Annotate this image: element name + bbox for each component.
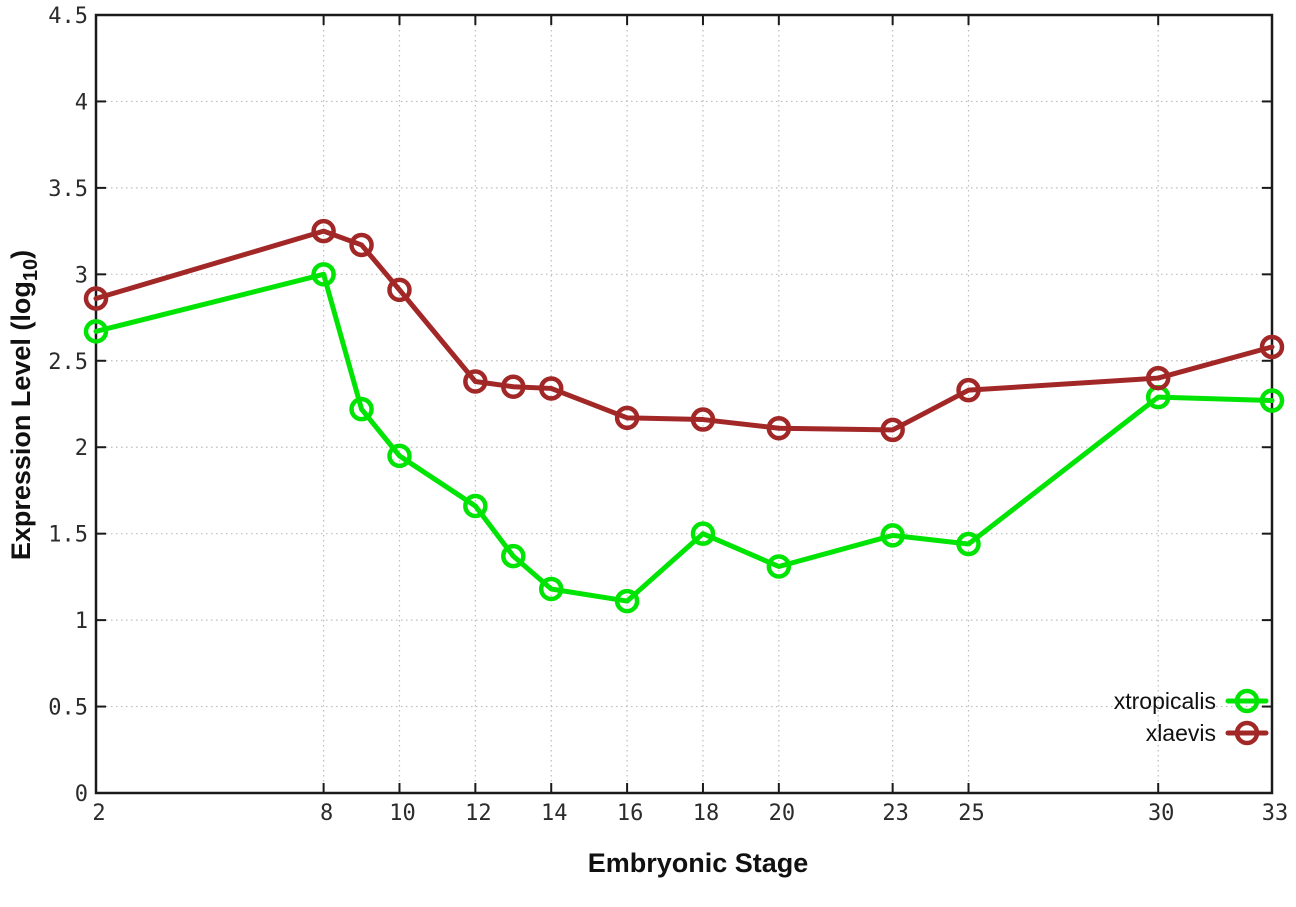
data-point-xtropicalis — [349, 396, 374, 422]
data-point-xlaevis — [614, 405, 640, 431]
data-point-xlaevis — [1145, 365, 1171, 391]
legend-sample-marker — [1234, 720, 1260, 746]
data-point-xlaevis — [463, 369, 488, 394]
legend-sample-marker — [1234, 688, 1260, 714]
data-point-xtropicalis — [766, 554, 792, 579]
data-point-xtropicalis — [463, 493, 488, 519]
x-tick-label: 30 — [1148, 801, 1175, 826]
x-tick-label: 16 — [617, 801, 644, 826]
data-point-xlaevis — [956, 377, 981, 403]
legend-entry-xlaevis: xlaevis — [1146, 720, 1269, 746]
y-tick-label: 2 — [75, 436, 88, 461]
x-tick-label: 8 — [320, 801, 333, 826]
data-point-xlaevis — [1259, 334, 1285, 360]
legend: xtropicalis xlaevis — [1114, 688, 1269, 746]
legend-label: xlaevis — [1146, 720, 1216, 746]
data-point-xlaevis — [387, 277, 412, 303]
data-point-xlaevis — [538, 376, 564, 401]
x-tick-label: 25 — [958, 801, 985, 826]
x-tick-label: 14 — [541, 801, 568, 826]
series-xtropicalis — [83, 262, 1285, 614]
data-point-xtropicalis — [501, 543, 526, 569]
x-tick-label: 18 — [693, 801, 720, 826]
y-tick-label: 0 — [75, 782, 88, 807]
y-tick-label: 4.5 — [48, 4, 88, 29]
data-point-xlaevis — [766, 415, 792, 441]
x-tick-label: 2 — [92, 801, 105, 826]
x-axis-title: Embryonic Stage — [588, 848, 809, 878]
data-point-xtropicalis — [690, 521, 716, 546]
x-tick-label: 23 — [882, 801, 909, 826]
legend-entry-xtropicalis: xtropicalis — [1114, 688, 1269, 714]
data-point-xtropicalis — [538, 576, 564, 602]
y-tick-label: 0.5 — [48, 696, 88, 721]
legend-label: xtropicalis — [1114, 688, 1216, 714]
series-xlaevis — [83, 218, 1285, 443]
y-tick-label: 3 — [75, 263, 88, 288]
data-point-xtropicalis — [311, 262, 336, 287]
data-point-xtropicalis — [956, 531, 981, 557]
data-point-xlaevis — [349, 232, 374, 258]
x-tick-labels: 2 8 10 12 14 16 18 20 23 25 30 33 — [92, 801, 1288, 826]
data-point-xtropicalis — [387, 443, 412, 469]
y-tick-label: 4 — [75, 90, 88, 115]
tick-marks — [95, 14, 1273, 794]
data-point-xlaevis — [501, 374, 526, 399]
y-tick-label: 2.5 — [48, 350, 88, 375]
series-line-xlaevis — [93, 228, 1275, 433]
gridlines — [96, 15, 1272, 793]
x-tick-label: 20 — [769, 801, 796, 826]
data-point-xlaevis — [690, 407, 716, 432]
x-tick-label: 10 — [389, 801, 416, 826]
y-tick-label: 1.5 — [48, 523, 88, 548]
data-point-xtropicalis — [1259, 388, 1285, 413]
data-point-xlaevis — [83, 286, 109, 311]
data-point-xtropicalis — [83, 319, 109, 344]
y-tick-label: 1 — [75, 609, 88, 634]
plot-border — [94, 13, 1274, 795]
x-tick-label: 33 — [1262, 801, 1289, 826]
y-axis-title: Expression Level (log10) — [6, 250, 42, 560]
data-point-xtropicalis — [880, 523, 905, 548]
data-point-xlaevis — [311, 218, 336, 244]
series-line-xtropicalis — [93, 271, 1275, 604]
y-tick-labels: 0 0.5 1 1.5 2 2.5 3 3.5 4 4.5 — [48, 4, 88, 807]
data-point-xlaevis — [880, 417, 905, 443]
data-point-xtropicalis — [614, 588, 640, 614]
y-tick-label: 3.5 — [48, 177, 88, 202]
x-tick-label: 12 — [465, 801, 492, 826]
